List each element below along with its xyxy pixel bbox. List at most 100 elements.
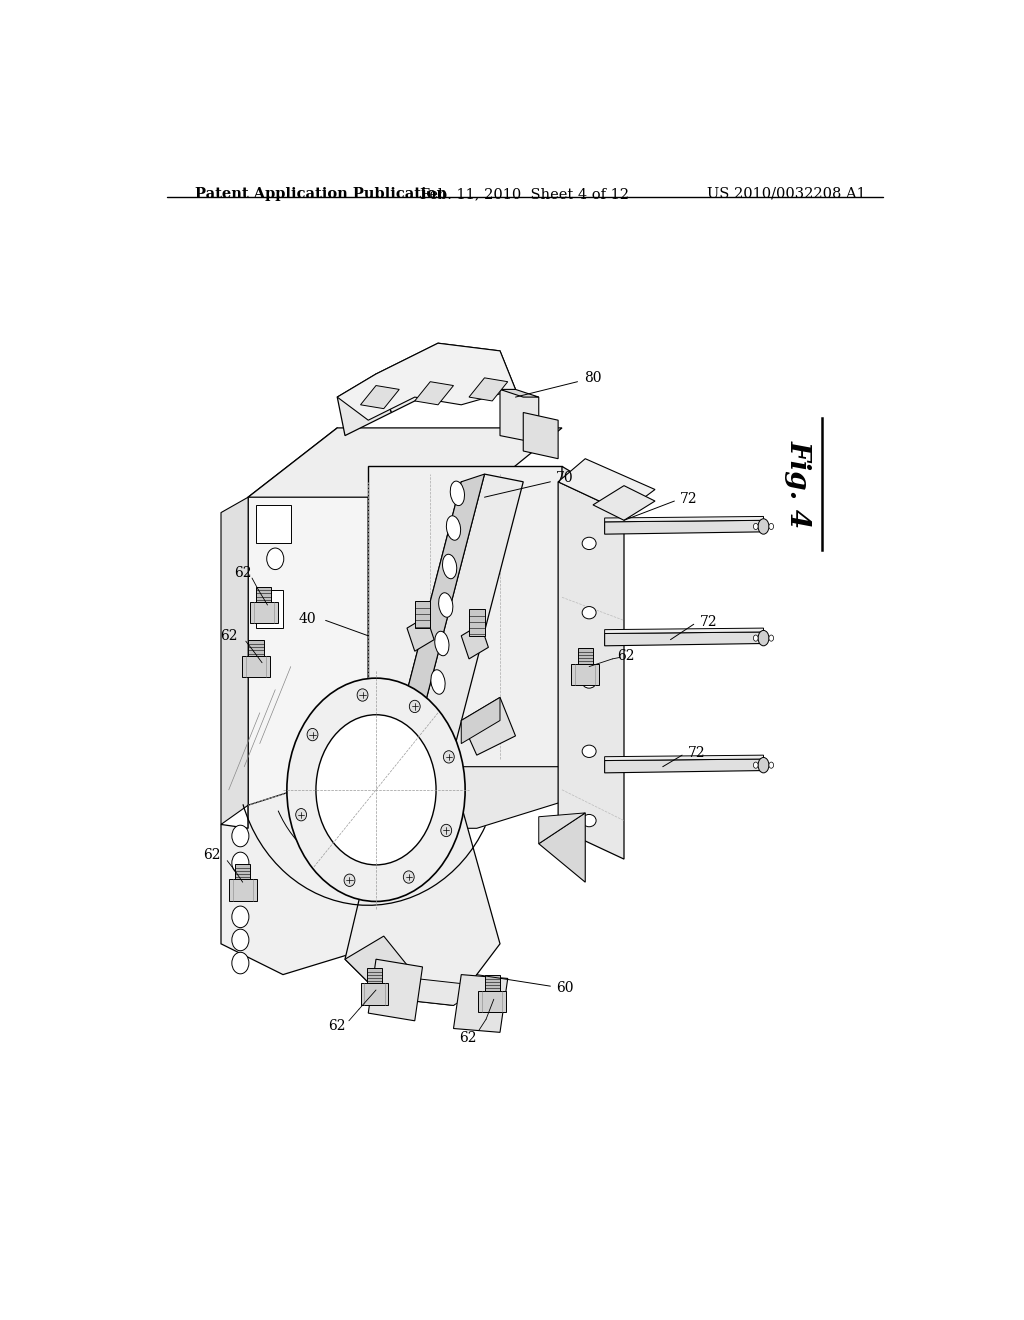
Polygon shape (360, 983, 388, 1005)
Polygon shape (604, 755, 764, 760)
Ellipse shape (769, 762, 773, 768)
Polygon shape (484, 975, 500, 991)
Text: 72: 72 (680, 492, 697, 506)
Polygon shape (256, 590, 283, 628)
Polygon shape (337, 374, 391, 436)
Polygon shape (604, 516, 764, 521)
Ellipse shape (266, 548, 284, 570)
Polygon shape (384, 978, 484, 1006)
Text: 62: 62 (459, 1031, 476, 1044)
Polygon shape (454, 974, 508, 1032)
Ellipse shape (583, 607, 596, 619)
Text: 62: 62 (220, 628, 238, 643)
Ellipse shape (583, 814, 596, 826)
Polygon shape (604, 759, 764, 774)
Text: 72: 72 (687, 746, 706, 760)
Polygon shape (391, 474, 484, 751)
Ellipse shape (231, 929, 249, 950)
Polygon shape (558, 459, 655, 512)
Ellipse shape (231, 952, 249, 974)
Polygon shape (461, 624, 488, 659)
Text: 70: 70 (556, 471, 573, 484)
Polygon shape (369, 821, 415, 871)
Text: US 2010/0032208 A1: US 2010/0032208 A1 (708, 187, 866, 201)
Polygon shape (228, 879, 257, 900)
Polygon shape (593, 486, 655, 520)
Polygon shape (562, 466, 601, 789)
Ellipse shape (357, 689, 368, 701)
Polygon shape (369, 960, 423, 1020)
Polygon shape (256, 586, 271, 602)
Ellipse shape (754, 635, 758, 642)
Ellipse shape (231, 853, 249, 874)
Text: 60: 60 (557, 981, 574, 995)
Polygon shape (461, 697, 515, 755)
Polygon shape (248, 428, 369, 805)
Polygon shape (578, 648, 593, 664)
Ellipse shape (769, 523, 773, 529)
Polygon shape (242, 656, 270, 677)
Ellipse shape (440, 824, 452, 837)
Polygon shape (250, 602, 278, 623)
Ellipse shape (442, 554, 457, 578)
Polygon shape (407, 616, 434, 651)
Ellipse shape (431, 669, 445, 694)
Ellipse shape (231, 825, 249, 847)
Ellipse shape (287, 678, 465, 902)
Text: 80: 80 (584, 371, 601, 385)
Ellipse shape (231, 879, 249, 900)
Text: 72: 72 (700, 615, 718, 628)
Ellipse shape (296, 809, 306, 821)
Polygon shape (604, 520, 764, 535)
Polygon shape (478, 991, 506, 1012)
Polygon shape (248, 428, 562, 498)
Polygon shape (369, 466, 562, 767)
Ellipse shape (446, 516, 461, 540)
Ellipse shape (443, 751, 455, 763)
Polygon shape (571, 664, 599, 685)
Polygon shape (248, 767, 601, 829)
Ellipse shape (231, 906, 249, 928)
Text: Feb. 11, 2010  Sheet 4 of 12: Feb. 11, 2010 Sheet 4 of 12 (420, 187, 630, 201)
Ellipse shape (438, 593, 453, 618)
Text: Patent Application Publication: Patent Application Publication (196, 187, 447, 201)
Polygon shape (221, 767, 384, 974)
Ellipse shape (769, 635, 773, 642)
Ellipse shape (344, 874, 355, 887)
Polygon shape (558, 482, 624, 859)
Polygon shape (221, 498, 248, 825)
Ellipse shape (583, 537, 596, 549)
Polygon shape (234, 863, 251, 879)
Polygon shape (500, 389, 539, 444)
Polygon shape (345, 936, 415, 998)
Polygon shape (604, 632, 764, 645)
Ellipse shape (427, 709, 441, 733)
Polygon shape (539, 813, 586, 843)
Polygon shape (539, 813, 586, 882)
Ellipse shape (435, 631, 449, 656)
Ellipse shape (583, 744, 596, 758)
Text: 62: 62 (203, 849, 220, 862)
Ellipse shape (403, 871, 414, 883)
Polygon shape (438, 343, 515, 389)
Polygon shape (604, 628, 764, 634)
Polygon shape (415, 474, 523, 751)
Text: 62: 62 (617, 649, 635, 663)
Polygon shape (248, 640, 263, 656)
Polygon shape (523, 412, 558, 459)
Polygon shape (360, 385, 399, 409)
Polygon shape (469, 609, 484, 636)
Ellipse shape (754, 523, 758, 529)
Polygon shape (415, 601, 430, 628)
Polygon shape (391, 482, 500, 759)
Ellipse shape (451, 480, 465, 506)
Polygon shape (500, 389, 539, 397)
Text: Fig. 4: Fig. 4 (785, 440, 812, 528)
Text: 40: 40 (299, 612, 316, 626)
Text: 62: 62 (233, 566, 252, 579)
Ellipse shape (758, 519, 769, 535)
Polygon shape (345, 805, 500, 1006)
Polygon shape (415, 381, 454, 405)
Ellipse shape (758, 758, 769, 774)
Ellipse shape (758, 631, 769, 645)
